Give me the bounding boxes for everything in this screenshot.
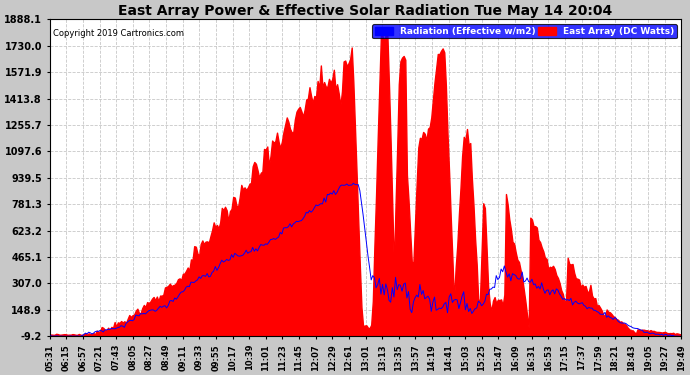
Title: East Array Power & Effective Solar Radiation Tue May 14 20:04: East Array Power & Effective Solar Radia… bbox=[119, 4, 613, 18]
Text: Copyright 2019 Cartronics.com: Copyright 2019 Cartronics.com bbox=[53, 29, 184, 38]
Legend: Radiation (Effective w/m2), East Array (DC Watts): Radiation (Effective w/m2), East Array (… bbox=[372, 24, 677, 38]
